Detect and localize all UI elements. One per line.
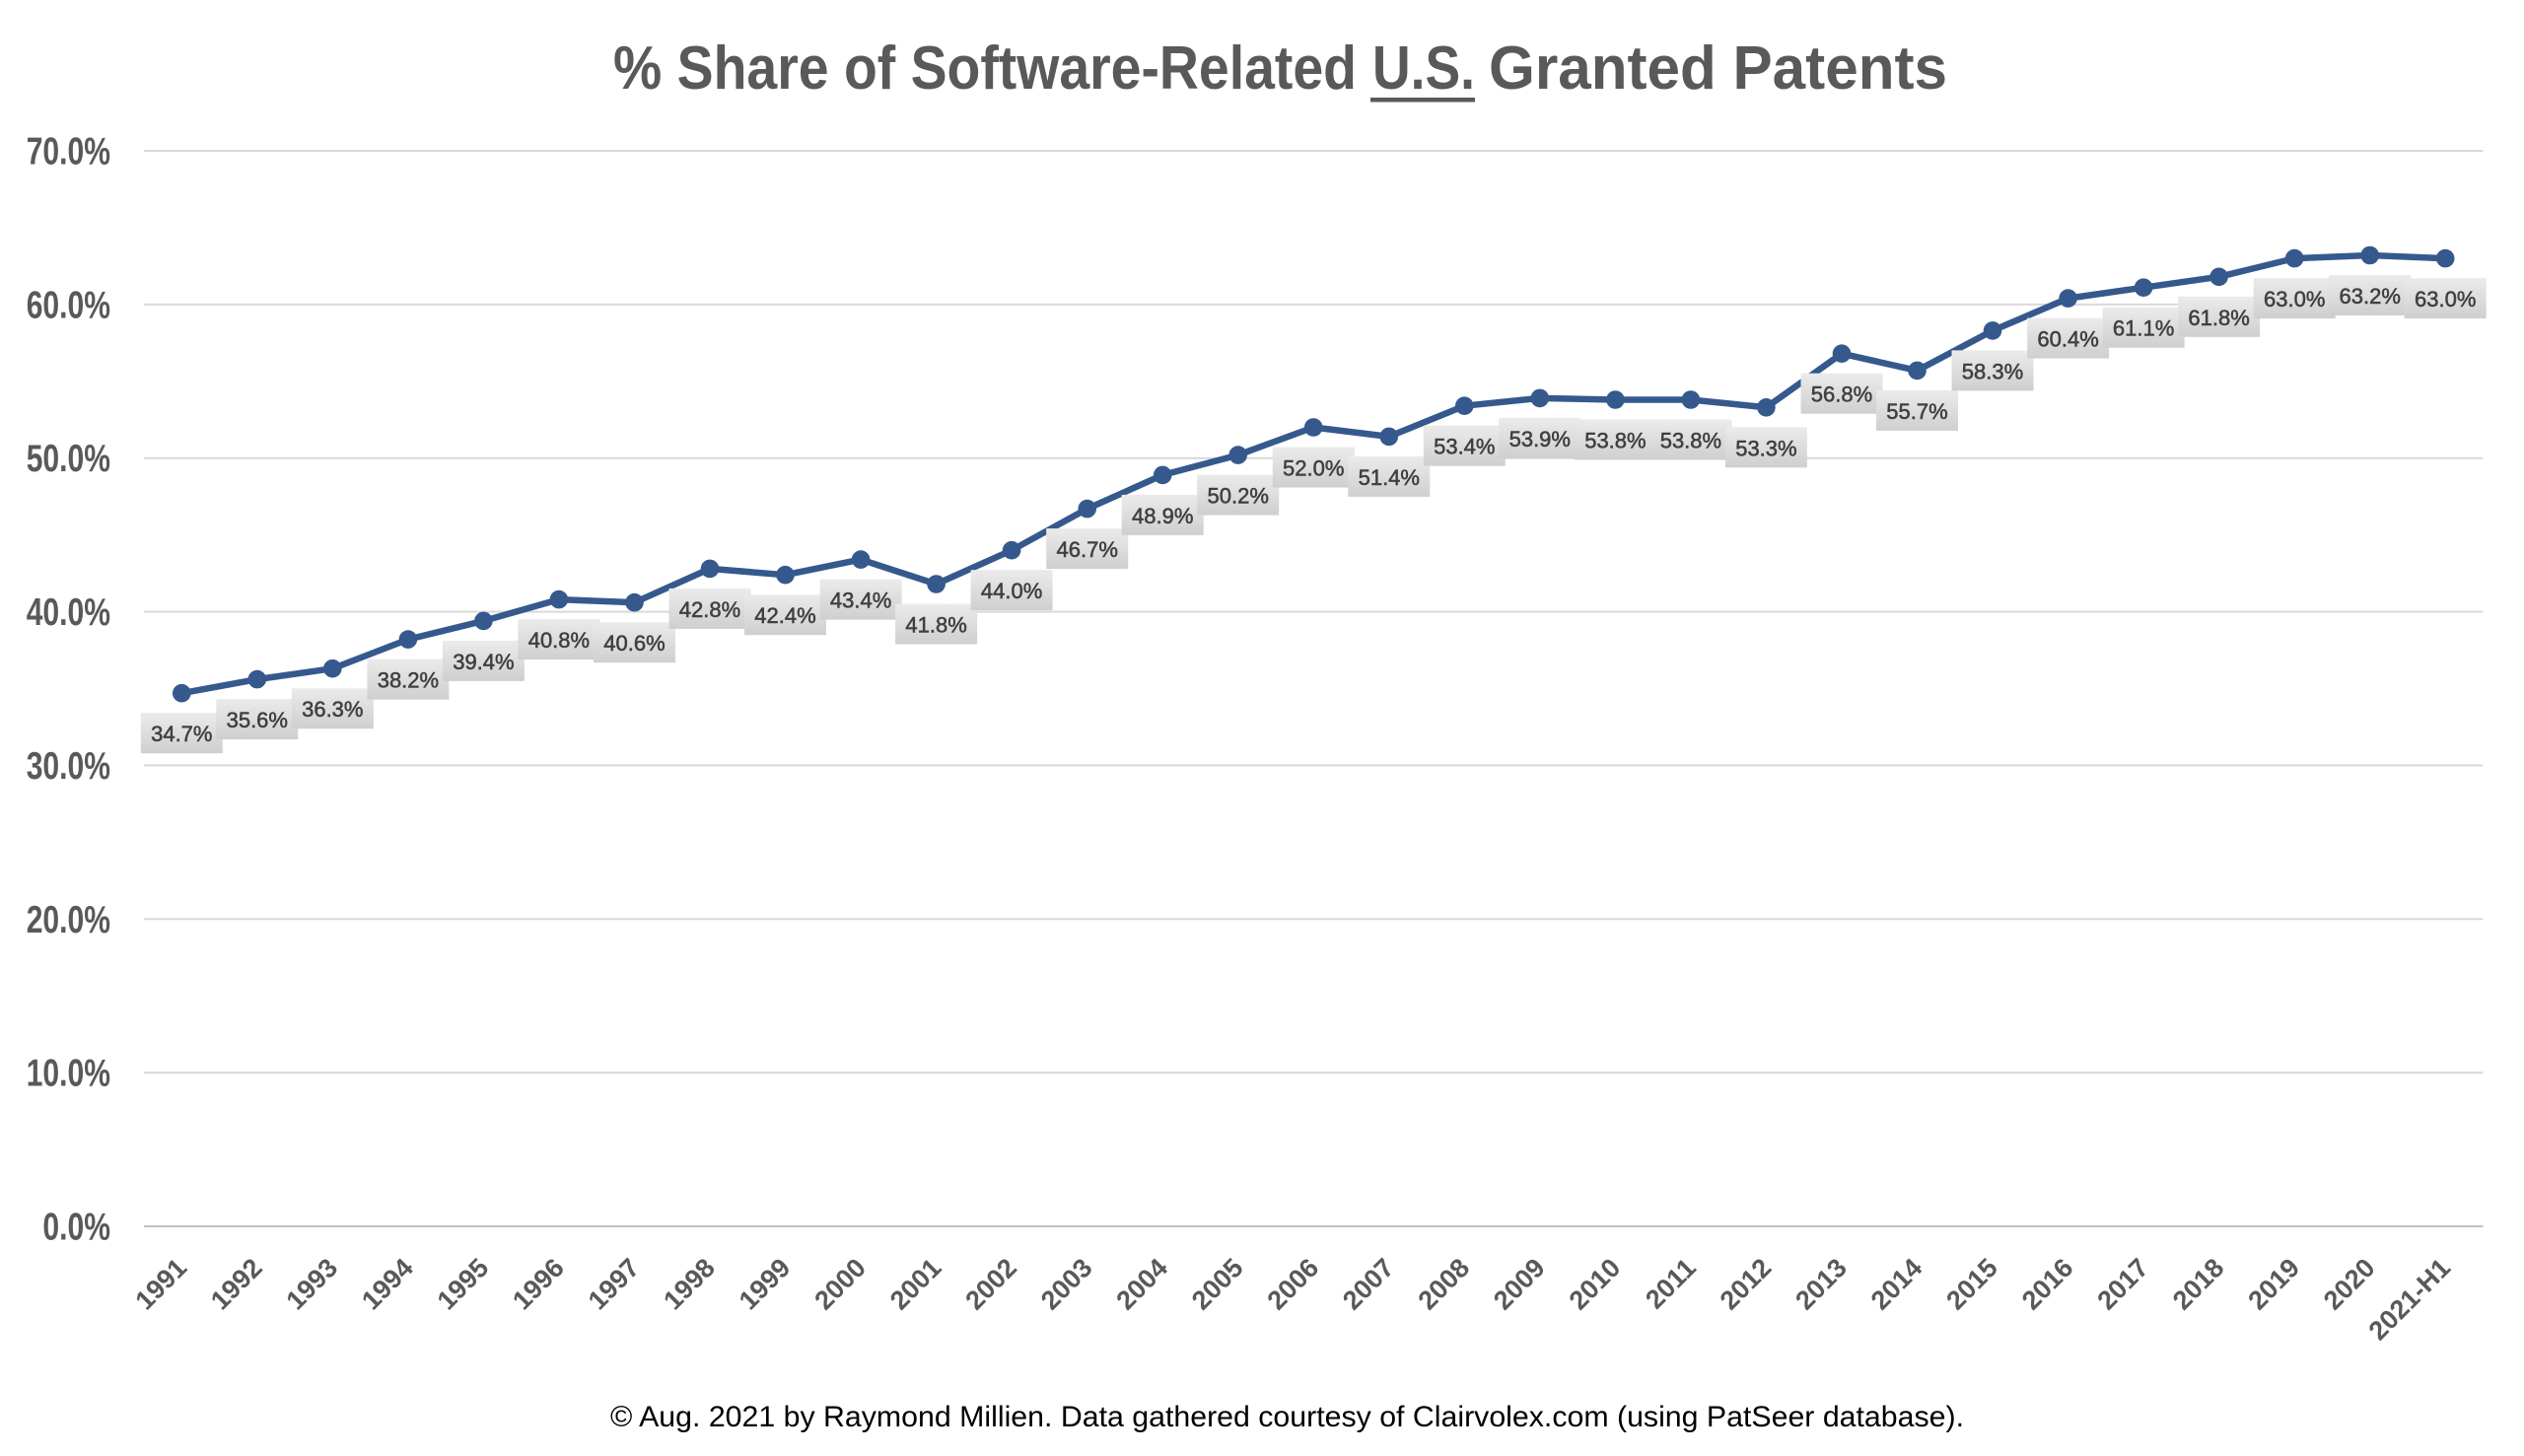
svg-text:53.8%: 53.8%: [1660, 429, 1721, 453]
svg-text:© Aug. 2021 by Raymond Millien: © Aug. 2021 by Raymond Millien. Data gat…: [610, 1401, 1964, 1433]
svg-text:38.2%: 38.2%: [378, 668, 439, 693]
svg-text:50.0%: 50.0%: [27, 438, 110, 480]
svg-text:46.7%: 46.7%: [1057, 537, 1118, 562]
svg-text:41.8%: 41.8%: [905, 613, 966, 638]
svg-text:61.1%: 61.1%: [2113, 316, 2174, 341]
svg-text:61.8%: 61.8%: [2188, 306, 2249, 330]
svg-text:42.8%: 42.8%: [679, 597, 740, 622]
svg-text:50.2%: 50.2%: [1208, 484, 1269, 509]
svg-text:40.0%: 40.0%: [27, 591, 110, 634]
svg-text:48.9%: 48.9%: [1132, 504, 1193, 528]
svg-text:U.S.: U.S.: [1372, 34, 1475, 103]
svg-text:53.8%: 53.8%: [1584, 429, 1646, 453]
svg-text:10.0%: 10.0%: [27, 1053, 110, 1095]
svg-text:53.4%: 53.4%: [1434, 435, 1495, 459]
svg-text:51.4%: 51.4%: [1359, 465, 1420, 490]
svg-text:53.9%: 53.9%: [1509, 427, 1571, 451]
svg-text:56.8%: 56.8%: [1811, 382, 1872, 407]
svg-text:Granted Patents: Granted Patents: [1489, 34, 1947, 103]
svg-text:20.0%: 20.0%: [27, 899, 110, 941]
svg-text:34.7%: 34.7%: [151, 722, 212, 746]
svg-text:60.0%: 60.0%: [27, 284, 110, 326]
svg-text:36.3%: 36.3%: [302, 697, 363, 722]
svg-text:43.4%: 43.4%: [830, 589, 891, 613]
svg-text:40.6%: 40.6%: [603, 631, 665, 656]
svg-text:35.6%: 35.6%: [227, 708, 288, 732]
svg-text:53.3%: 53.3%: [1735, 436, 1796, 460]
svg-text:0.0%: 0.0%: [42, 1207, 110, 1249]
svg-text:70.0%: 70.0%: [27, 131, 110, 173]
svg-text:42.4%: 42.4%: [754, 603, 815, 628]
svg-text:44.0%: 44.0%: [981, 579, 1042, 603]
svg-text:55.7%: 55.7%: [1886, 399, 1947, 424]
svg-text:% Share of Software-Related: % Share of Software-Related: [613, 34, 1357, 103]
svg-text:60.4%: 60.4%: [2037, 327, 2098, 352]
svg-text:63.0%: 63.0%: [2415, 287, 2476, 312]
svg-text:30.0%: 30.0%: [27, 745, 110, 788]
svg-text:63.2%: 63.2%: [2340, 284, 2401, 309]
svg-text:63.0%: 63.0%: [2264, 287, 2325, 312]
svg-text:40.8%: 40.8%: [528, 628, 590, 653]
svg-text:52.0%: 52.0%: [1283, 456, 1344, 481]
svg-text:58.3%: 58.3%: [1962, 359, 2023, 383]
svg-text:39.4%: 39.4%: [453, 650, 514, 674]
